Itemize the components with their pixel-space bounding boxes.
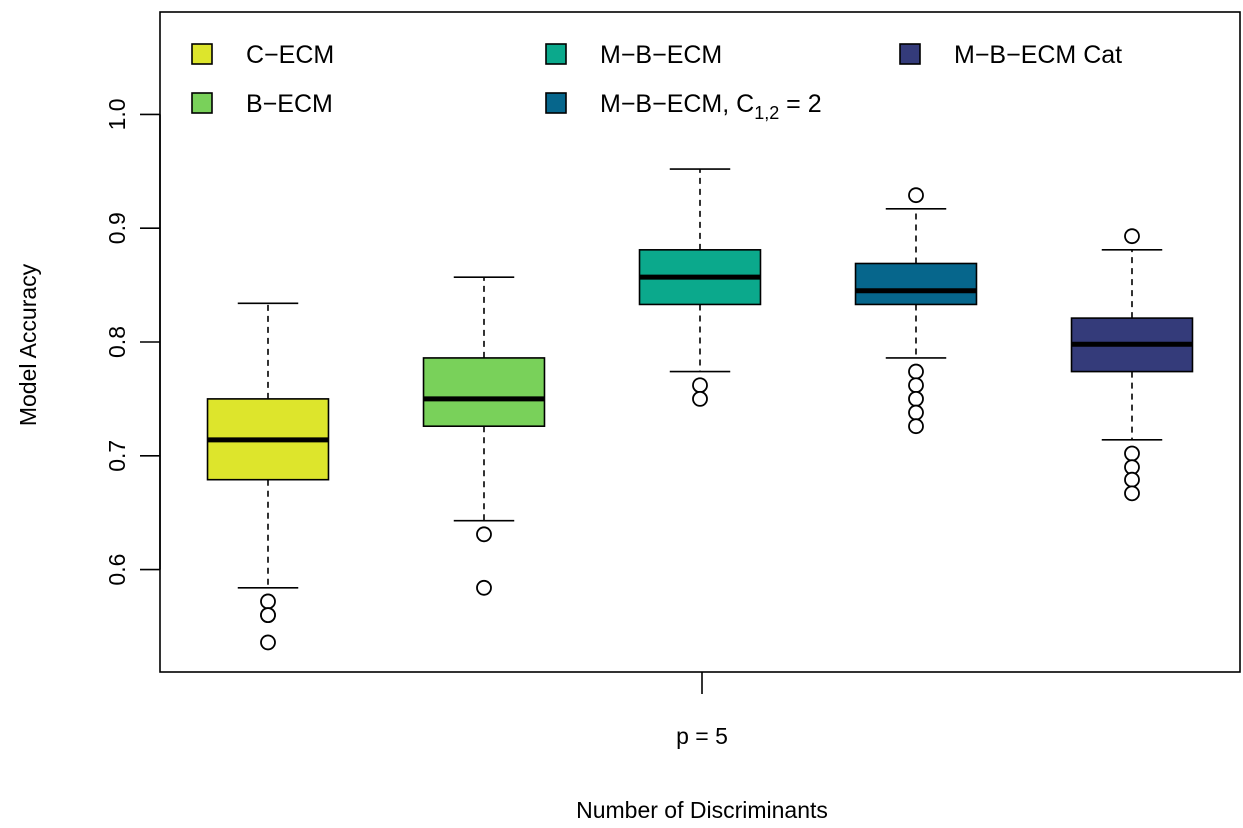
legend-label-main: M−B−ECM <box>600 41 722 69</box>
legend-item: M−B−ECM <box>545 41 722 69</box>
legend-label-main: M−B−ECM, C <box>600 90 754 118</box>
outlier-point <box>692 377 708 394</box>
legend-label-main: M−B−ECM Cat <box>954 41 1122 69</box>
box-group <box>206 302 330 651</box>
outlier-point <box>476 579 492 596</box>
y-axis-label: Model Accuracy <box>15 263 41 426</box>
outlier-point <box>908 363 924 380</box>
legend-swatch <box>191 43 213 65</box>
outlier-point <box>908 390 924 407</box>
legend-label-main: C−ECM <box>246 41 334 69</box>
outlier-point <box>692 390 708 407</box>
legend-label-subscript: 1,2 <box>754 103 779 123</box>
outlier-point <box>908 377 924 394</box>
legend-swatch <box>191 92 213 114</box>
legend-item: M−B−ECM, C1,2 = 2 <box>545 90 822 123</box>
legend-swatch <box>899 43 921 65</box>
x-axis: p = 5 <box>676 672 728 749</box>
y-tick-label: 0.9 <box>104 212 130 244</box>
legend-label-main: B−ECM <box>246 90 333 118</box>
legend-label-suffix: = 2 <box>779 90 821 118</box>
outlier-point <box>1124 485 1140 502</box>
outlier-point <box>908 418 924 435</box>
y-tick-label: 0.6 <box>104 554 130 586</box>
box-group <box>422 276 546 596</box>
legend-item: C−ECM <box>191 41 334 69</box>
legend-label: M−B−ECM <box>600 41 722 69</box>
outlier-point <box>908 187 924 204</box>
box-iqr <box>422 357 546 428</box>
x-tick-label: p = 5 <box>676 723 728 749</box>
y-tick-label: 0.7 <box>104 440 130 472</box>
legend-item: M−B−ECM Cat <box>899 41 1122 69</box>
outlier-point <box>1124 228 1140 245</box>
x-axis-label: Number of Discriminants <box>576 797 828 823</box>
box-iqr <box>854 262 978 306</box>
y-tick-label: 1.0 <box>104 98 130 130</box>
legend-swatch <box>545 92 567 114</box>
legend-label: M−B−ECM Cat <box>954 41 1122 69</box>
legend-swatch <box>545 43 567 65</box>
outlier-point <box>1124 445 1140 462</box>
legend-item: B−ECM <box>191 90 333 118</box>
outlier-point <box>476 526 492 543</box>
outlier-point <box>260 634 276 651</box>
outlier-point <box>260 593 276 610</box>
outlier-point <box>908 404 924 421</box>
legend-label: M−B−ECM, C1,2 = 2 <box>600 90 822 123</box>
box-group <box>854 187 978 435</box>
boxes <box>206 168 1194 651</box>
outlier-point <box>260 607 276 624</box>
y-axis: 0.6 0.7 0.8 0.9 1.0 <box>104 98 161 586</box>
legend-label: C−ECM <box>246 41 334 69</box>
box-group <box>638 168 762 407</box>
box-group <box>1070 228 1194 502</box>
y-tick-label: 0.8 <box>104 326 130 358</box>
outlier-point <box>1124 471 1140 488</box>
legend-label: B−ECM <box>246 90 333 118</box>
